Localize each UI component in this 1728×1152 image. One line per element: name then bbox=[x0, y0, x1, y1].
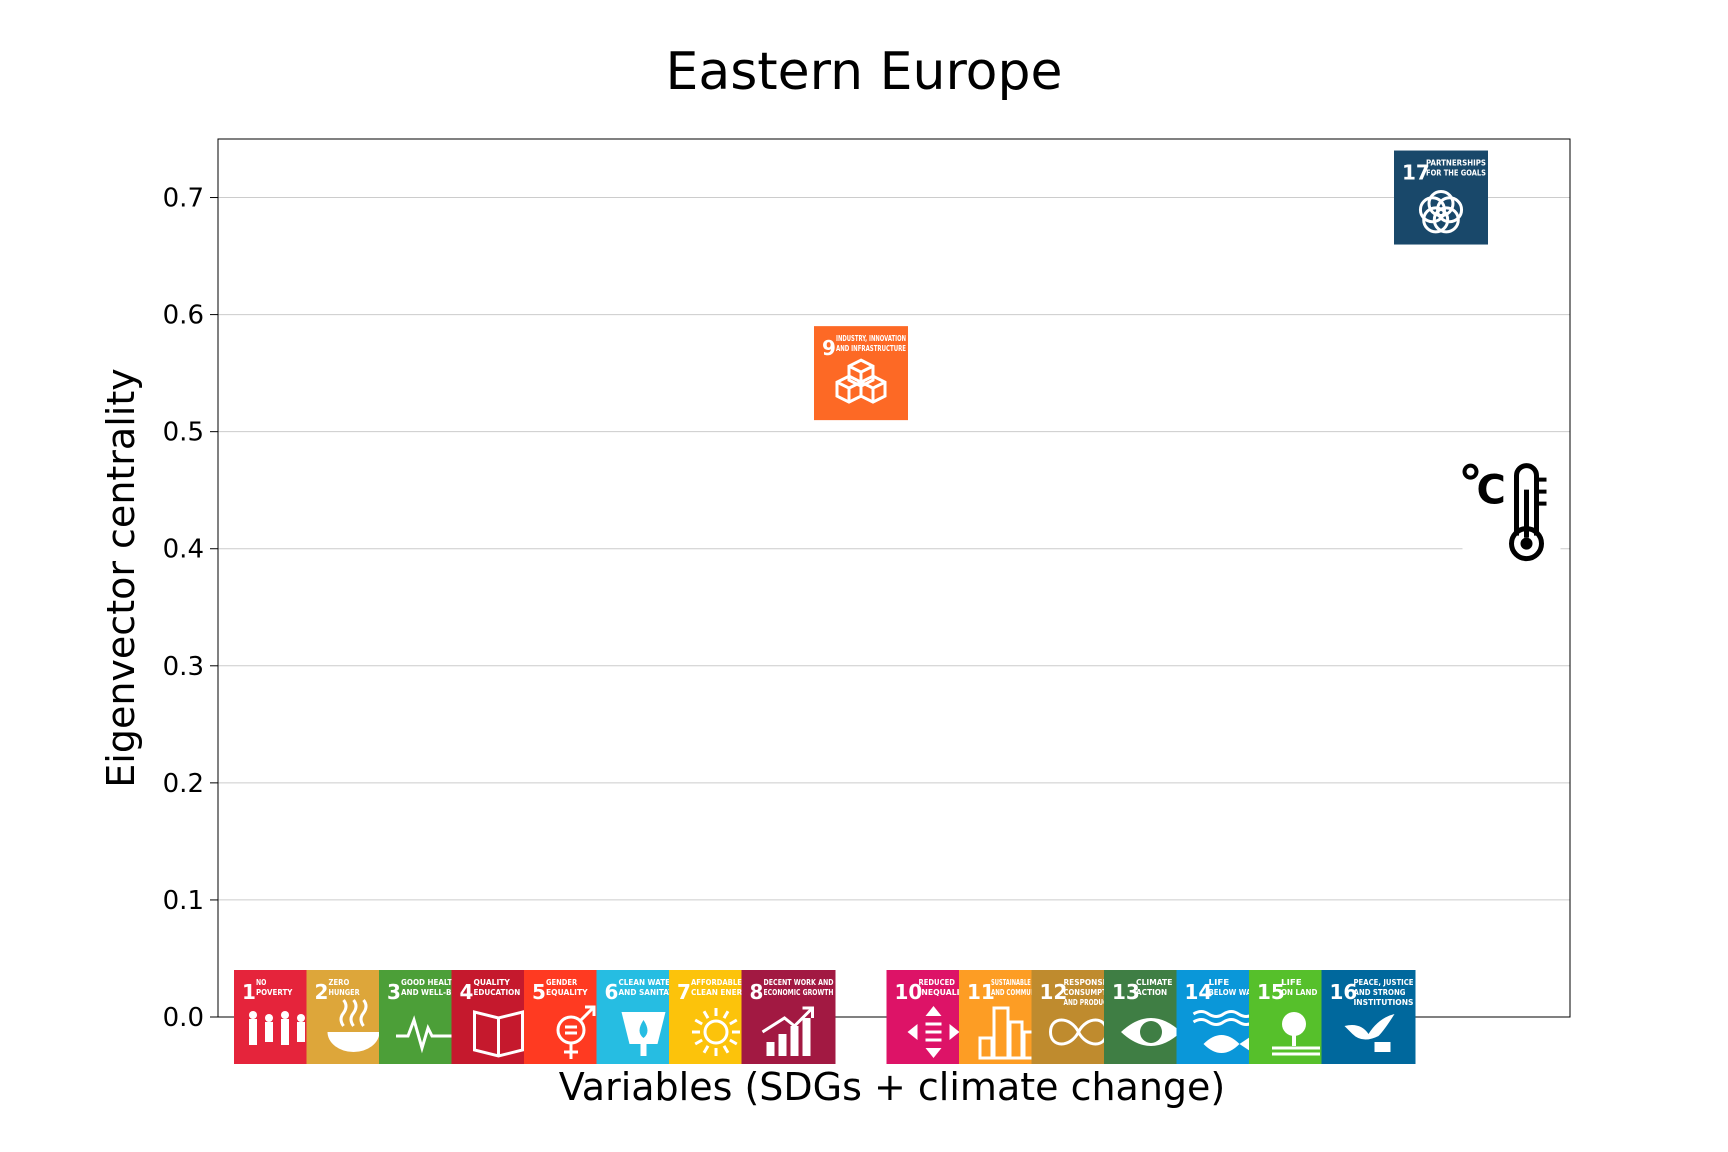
sdg-8-tile-bg bbox=[741, 970, 836, 1064]
climate-change-marker: C bbox=[1462, 463, 1561, 564]
sdg-8-label: DECENT WORK AND bbox=[764, 978, 834, 987]
sdg-17-number: 17 bbox=[1402, 161, 1430, 185]
sdg-12-label: CONSUMPTION bbox=[1064, 988, 1121, 997]
sdg-17-tile-bg bbox=[1394, 150, 1488, 245]
degree-symbol bbox=[1462, 463, 1479, 480]
sdg-4-label: QUALITY bbox=[474, 978, 511, 987]
sdg-1-label: NO bbox=[256, 978, 267, 987]
sdg-15-label: LIFE bbox=[1281, 978, 1302, 987]
sdg-1-number: 1 bbox=[242, 980, 256, 1004]
sdg-16-label: AND STRONG bbox=[1354, 988, 1406, 997]
sdg-3-label: GOOD HEALTH bbox=[401, 978, 458, 987]
sdg-6-number: 6 bbox=[605, 980, 619, 1004]
y-tick-label: 0.0 bbox=[163, 1003, 204, 1033]
plot-frame bbox=[217, 138, 1571, 1018]
grid bbox=[218, 197, 1570, 1018]
sdg-9-label: AND INFRASTRUCTURE bbox=[836, 344, 906, 353]
gender-icon bbox=[556, 1005, 596, 1059]
sdg-5-number: 5 bbox=[532, 980, 546, 1004]
tree-icon bbox=[1272, 1012, 1320, 1056]
sdg-6-label: CLEAN WATER bbox=[619, 978, 676, 987]
fish-icon bbox=[1192, 1010, 1255, 1053]
y-tick-label: 0.7 bbox=[163, 184, 204, 214]
infinity-icon bbox=[1048, 1018, 1109, 1046]
sdg-10-label: REDUCED bbox=[919, 978, 956, 987]
sdg-17-label: FOR THE GOALS bbox=[1426, 169, 1486, 178]
y-axis-label: Eigenvector centrality bbox=[99, 368, 143, 787]
sdg-17-label: PARTNERSHIPS bbox=[1426, 159, 1486, 168]
sdg-2-label: ZERO bbox=[329, 978, 350, 987]
sdg-2-number: 2 bbox=[315, 980, 329, 1004]
sdg-8-number: 8 bbox=[750, 980, 764, 1004]
heartbeat-icon bbox=[396, 1015, 456, 1054]
dove-icon bbox=[1344, 1014, 1395, 1052]
y-tick-label: 0.1 bbox=[163, 886, 204, 916]
growth-chart-icon bbox=[761, 1006, 814, 1056]
sdg-9-label: INDUSTRY, INNOVATION bbox=[836, 334, 906, 343]
water-drop-icon bbox=[621, 1012, 666, 1056]
sdg-16-tile-bg bbox=[1321, 970, 1416, 1064]
book-icon bbox=[473, 1010, 524, 1058]
bowl-icon bbox=[327, 999, 380, 1052]
y-tick-label: 0.4 bbox=[163, 535, 204, 565]
sdg-12-label: RESPONSIBLE bbox=[1064, 978, 1121, 987]
sdg-7-label: AFFORDABLE AND bbox=[691, 978, 761, 987]
sdg-8-label: ECONOMIC GROWTH bbox=[764, 988, 834, 997]
thermometer-icon bbox=[1509, 463, 1547, 562]
sdg-13-label: CLIMATE bbox=[1136, 978, 1172, 987]
y-tick-label: 0.3 bbox=[163, 652, 204, 682]
sdg-4-label: EDUCATION bbox=[474, 988, 521, 997]
sdg-5-label: EQUALITY bbox=[546, 988, 588, 997]
y-tick-label: 0.6 bbox=[163, 301, 204, 331]
sdg-13-label: ACTION bbox=[1136, 988, 1167, 997]
sdg-7-label: CLEAN ENERGY bbox=[691, 988, 754, 997]
sdg-12-label: AND PRODUCTION bbox=[1064, 998, 1124, 1007]
sdg-11-label: AND COMMUNITIES bbox=[991, 988, 1051, 997]
sdg-10-label: INEQUALITIES bbox=[919, 988, 979, 997]
family-icon bbox=[249, 1011, 305, 1045]
arrows-icon bbox=[907, 1006, 960, 1058]
sdg-15-label: ON LAND bbox=[1281, 988, 1318, 997]
sdg-7-number: 7 bbox=[677, 980, 691, 1004]
sdg-3-number: 3 bbox=[387, 980, 401, 1004]
sdg-5-label: GENDER bbox=[546, 978, 577, 987]
cubes-icon bbox=[835, 358, 887, 404]
y-tick-label: 0.2 bbox=[163, 769, 204, 799]
celsius-label: C bbox=[1477, 468, 1506, 514]
sdg-14-number: 14 bbox=[1185, 980, 1213, 1004]
sdg-16-label: PEACE, JUSTICE bbox=[1354, 978, 1414, 987]
sdg-10-number: 10 bbox=[895, 980, 923, 1004]
sdg-14-label: LIFE bbox=[1209, 978, 1230, 987]
sdg-14-label: BELOW WATER bbox=[1209, 988, 1266, 997]
sdg-11-label: SUSTAINABLE CITIES bbox=[991, 978, 1051, 987]
y-tick-label: 0.5 bbox=[163, 418, 204, 448]
y-axis: 0.0 0.1 0.2 0.3 0.4 0.5 0.6 0.7 bbox=[163, 184, 218, 1033]
sdg-12-number: 12 bbox=[1040, 980, 1068, 1004]
sdg-11-number: 11 bbox=[967, 980, 995, 1004]
sdg-16-number: 16 bbox=[1330, 980, 1358, 1004]
sdg-2-label: HUNGER bbox=[329, 988, 360, 997]
sdg-13-number: 13 bbox=[1112, 980, 1140, 1004]
sdg-6-label: AND SANITATION bbox=[619, 988, 689, 997]
sun-icon bbox=[692, 1008, 740, 1056]
sdg-16-label: INSTITUTIONS bbox=[1354, 998, 1414, 1007]
rings-icon bbox=[1418, 190, 1464, 234]
chart-title: Eastern Europe bbox=[665, 42, 1062, 102]
x-axis-label: Variables (SDGs + climate change) bbox=[559, 1065, 1226, 1109]
eye-globe-icon bbox=[1121, 1018, 1181, 1046]
sdg-1-label: POVERTY bbox=[256, 988, 293, 997]
sdg-9-number: 9 bbox=[822, 336, 836, 360]
sdg-4-number: 4 bbox=[460, 980, 474, 1004]
sdg-15-number: 15 bbox=[1257, 980, 1285, 1004]
sdg-3-label: AND WELL-BEING bbox=[401, 988, 471, 997]
